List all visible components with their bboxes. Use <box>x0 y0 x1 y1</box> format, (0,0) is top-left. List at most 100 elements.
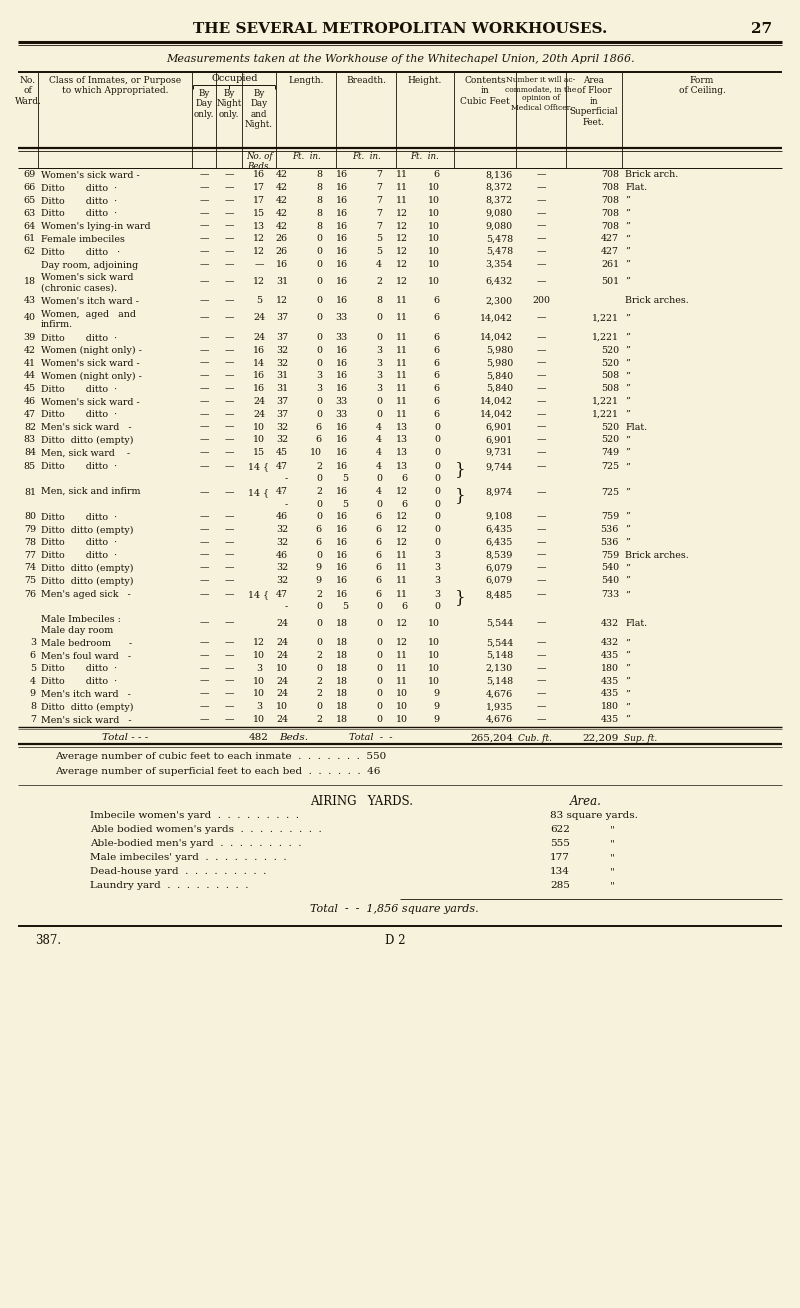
Text: 10: 10 <box>253 715 265 725</box>
Text: ”: ” <box>625 277 630 286</box>
Text: 11: 11 <box>396 576 408 585</box>
Text: 32: 32 <box>276 564 288 573</box>
Text: Length.: Length. <box>288 76 324 85</box>
Text: ”: ” <box>625 715 630 725</box>
Text: —: — <box>536 385 546 394</box>
Text: Class of Inmates, or Purpose
to which Appropriated.: Class of Inmates, or Purpose to which Ap… <box>49 76 181 95</box>
Text: 11: 11 <box>396 297 408 306</box>
Text: 11: 11 <box>396 314 408 322</box>
Text: —: — <box>199 715 209 725</box>
Text: 16: 16 <box>336 358 348 368</box>
Text: 1,221: 1,221 <box>592 314 619 322</box>
Text: Ditto       ditto  ·: Ditto ditto · <box>41 513 117 522</box>
Text: —: — <box>224 676 234 685</box>
Text: 1,221: 1,221 <box>592 334 619 341</box>
Text: 10: 10 <box>428 676 440 685</box>
Text: 26: 26 <box>276 247 288 256</box>
Text: 10: 10 <box>310 449 322 456</box>
Text: —: — <box>536 314 546 322</box>
Text: 177: 177 <box>550 853 570 862</box>
Text: 3: 3 <box>316 371 322 381</box>
Text: ”: ” <box>625 334 630 341</box>
Text: Ditto  ditto (empty): Ditto ditto (empty) <box>41 702 134 712</box>
Text: 3,354: 3,354 <box>486 260 513 269</box>
Text: ”: ” <box>625 234 630 243</box>
Text: —: — <box>199 297 209 306</box>
Text: Men's itch ward   -: Men's itch ward - <box>41 691 131 698</box>
Text: 6: 6 <box>376 564 382 573</box>
Text: Dead-house yard  .  .  .  .  .  .  .  .  .: Dead-house yard . . . . . . . . . <box>90 867 270 876</box>
Text: Able bodied women's yards  .  .  .  .  .  .  .  .  .: Able bodied women's yards . . . . . . . … <box>90 825 325 835</box>
Text: Ft.  in.: Ft. in. <box>292 152 320 161</box>
Text: 11: 11 <box>396 371 408 381</box>
Text: By
Night
only.: By Night only. <box>216 89 242 119</box>
Text: 12: 12 <box>396 638 408 647</box>
Text: 24: 24 <box>253 409 265 419</box>
Text: —: — <box>199 371 209 381</box>
Text: 14,042: 14,042 <box>480 396 513 405</box>
Text: ”: ” <box>625 576 630 585</box>
Text: Women's sick ward -: Women's sick ward - <box>41 171 140 181</box>
Text: 4: 4 <box>376 449 382 456</box>
Text: 16: 16 <box>336 247 348 256</box>
Text: Ditto       ditto  ·: Ditto ditto · <box>41 334 117 343</box>
Text: 16: 16 <box>336 297 348 306</box>
Text: Ft.  in.: Ft. in. <box>410 152 439 161</box>
Text: 12: 12 <box>396 619 408 628</box>
Text: ”: ” <box>625 196 630 205</box>
Text: —: — <box>199 396 209 405</box>
Text: 32: 32 <box>276 422 288 432</box>
Text: —: — <box>224 422 234 432</box>
Text: 285: 285 <box>550 882 570 891</box>
Text: Contents
in
Cubic Feet: Contents in Cubic Feet <box>460 76 510 106</box>
Text: 63: 63 <box>24 209 36 217</box>
Text: 0: 0 <box>434 422 440 432</box>
Text: 43: 43 <box>24 297 36 306</box>
Text: —: — <box>536 334 546 341</box>
Text: ”: ” <box>625 689 630 698</box>
Text: Women (night only) -: Women (night only) - <box>41 371 142 381</box>
Text: —: — <box>224 525 234 534</box>
Text: 11: 11 <box>396 358 408 368</box>
Text: 0: 0 <box>316 603 322 611</box>
Text: —: — <box>199 345 209 354</box>
Text: 16: 16 <box>336 277 348 286</box>
Text: —: — <box>536 689 546 698</box>
Text: 9: 9 <box>434 715 440 725</box>
Text: 32: 32 <box>276 345 288 354</box>
Text: 24: 24 <box>276 676 288 685</box>
Text: 32: 32 <box>276 538 288 547</box>
Text: 9: 9 <box>316 576 322 585</box>
Text: 10: 10 <box>276 663 288 672</box>
Text: 27: 27 <box>751 22 773 37</box>
Text: 9: 9 <box>434 689 440 698</box>
Text: 0: 0 <box>316 396 322 405</box>
Text: —: — <box>199 314 209 322</box>
Text: 33: 33 <box>336 409 348 419</box>
Text: 0: 0 <box>316 297 322 306</box>
Text: 0: 0 <box>434 513 440 521</box>
Text: —: — <box>224 538 234 547</box>
Text: 24: 24 <box>276 619 288 628</box>
Text: —: — <box>536 396 546 405</box>
Text: 11: 11 <box>396 196 408 205</box>
Text: 13: 13 <box>396 449 408 456</box>
Text: —: — <box>224 551 234 560</box>
Text: 12: 12 <box>396 247 408 256</box>
Text: 1,221: 1,221 <box>592 409 619 419</box>
Text: —: — <box>536 525 546 534</box>
Text: 11: 11 <box>396 183 408 192</box>
Text: 10: 10 <box>428 234 440 243</box>
Text: 10: 10 <box>428 651 440 661</box>
Text: 47: 47 <box>276 487 288 496</box>
Text: 6: 6 <box>434 385 440 394</box>
Text: 8: 8 <box>316 209 322 217</box>
Text: —: — <box>199 170 209 179</box>
Text: ": " <box>610 825 614 835</box>
Text: ”: ” <box>625 651 630 661</box>
Text: 520: 520 <box>601 422 619 432</box>
Text: 0: 0 <box>434 603 440 611</box>
Text: 47: 47 <box>276 462 288 471</box>
Text: ”: ” <box>625 409 630 419</box>
Text: 5: 5 <box>342 603 348 611</box>
